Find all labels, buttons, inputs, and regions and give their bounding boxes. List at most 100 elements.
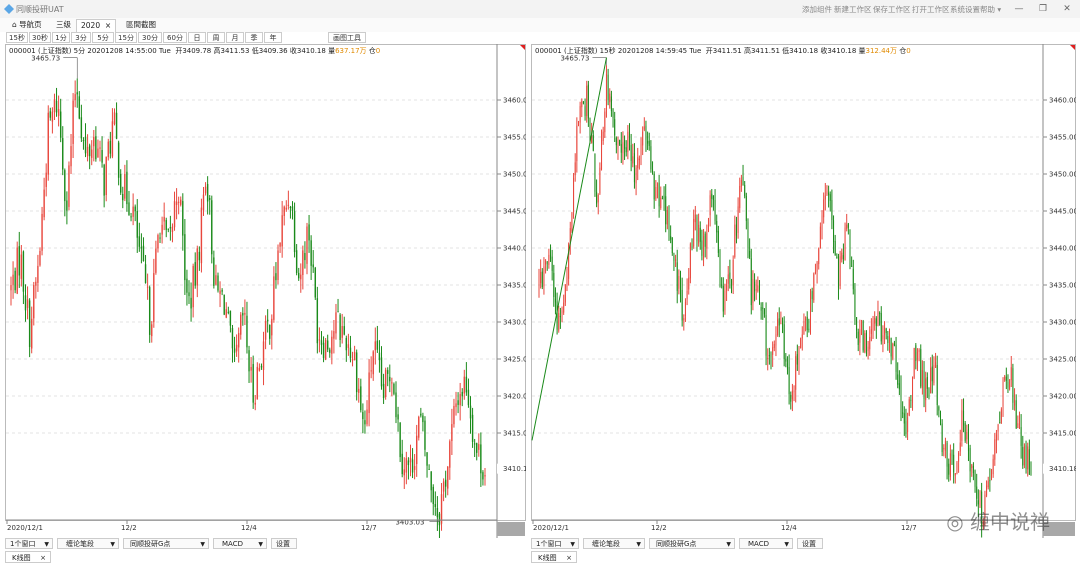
period-button-5[interactable]: 15分 [115, 32, 137, 43]
candle-body [138, 236, 141, 247]
candle-body [122, 193, 124, 201]
candle-body [74, 94, 76, 101]
period-button-2[interactable]: 1分 [52, 32, 70, 43]
close-window-icon[interactable]: ✕ [1063, 4, 1071, 14]
candle-body [963, 411, 965, 426]
menu-settings[interactable]: 系统设置 [950, 5, 980, 14]
menu-save-workspace[interactable]: 保存工作区 [873, 5, 911, 14]
period-button-8[interactable]: 日 [188, 32, 206, 43]
period-button-11[interactable]: 季 [245, 32, 263, 43]
menu-new-workspace[interactable]: 新建工作区 [834, 5, 872, 14]
candle-body [422, 415, 424, 423]
candle-body [846, 224, 848, 229]
right-candlestick-chart[interactable]: 3460.00 3455.00 3450.00 3445.00 3440.00 3435.… [531, 44, 1076, 538]
candle-body [844, 227, 846, 261]
period-button-7[interactable]: 60分 [163, 32, 187, 43]
price-tick-label: 3450.00 [1049, 171, 1076, 179]
menu-add-component[interactable]: 添加组件 [802, 5, 832, 14]
left-candlestick-chart[interactable]: 3460.00 3455.00 3450.00 3445.00 3440.00 3435.… [5, 44, 526, 538]
candle-body [115, 112, 118, 139]
left-indicator1-select[interactable]: 缠论笔段 ▼ [57, 538, 119, 549]
left-window-count-select[interactable]: 1个窗口 ▼ [5, 538, 53, 549]
tab-navigation[interactable]: ⌂ 导航页 [12, 20, 42, 29]
price-tick-label: 3455.00 [503, 134, 526, 142]
close-tab-icon[interactable]: × [40, 554, 46, 562]
minimize-icon[interactable]: — [1014, 4, 1024, 14]
left-settings-button[interactable]: 设置 [271, 538, 297, 549]
time-axis-label: 2020/12/1 [533, 524, 569, 532]
candle-body [227, 311, 230, 313]
menu-help[interactable]: 帮助 ▾ [980, 5, 1002, 14]
candle-body [847, 223, 849, 228]
period-button-9[interactable]: 周 [207, 32, 225, 43]
right-indicator1-select[interactable]: 缠论笔段 ▼ [583, 538, 645, 549]
candle-body [862, 321, 864, 351]
candle-body [279, 242, 281, 247]
price-tick-label: 3455.00 [1049, 134, 1076, 142]
candle-body [550, 254, 552, 259]
candle-body [785, 359, 787, 362]
candle-body [387, 370, 389, 374]
period-button-1[interactable]: 30秒 [29, 32, 51, 43]
candle-body [1020, 427, 1022, 446]
candle-body [546, 262, 548, 264]
period-button-10[interactable]: 月 [226, 32, 244, 43]
candle-body [745, 195, 747, 221]
candle-body [213, 257, 215, 286]
candle-body [78, 96, 81, 119]
candle-body [59, 111, 62, 138]
right-indicator3-select[interactable]: MACD ▼ [739, 538, 793, 549]
candle-body [66, 200, 68, 211]
candle-body [298, 272, 300, 279]
tab-2020[interactable]: 2020 × [76, 19, 117, 32]
candle-body [49, 111, 52, 118]
right-settings-button[interactable]: 设置 [797, 538, 823, 549]
candle-body [757, 285, 759, 292]
price-tag-bg [1043, 463, 1075, 474]
right-kline-tab[interactable]: K线图 × [531, 551, 577, 563]
candle-body [326, 340, 329, 350]
left-kline-tab[interactable]: K线图 × [5, 551, 51, 563]
tab-interval-screenshot[interactable]: 區間截图 [126, 20, 156, 29]
candle-body [742, 177, 744, 186]
candle-body [614, 119, 616, 136]
candle-body [767, 357, 769, 359]
candle-body [428, 468, 430, 470]
tab-level3[interactable]: 三级 [56, 20, 71, 29]
candle-body [737, 206, 739, 233]
menu-open-workspace[interactable]: 打开工作区 [912, 5, 950, 14]
candle-body [362, 412, 364, 420]
tab-close-icon[interactable]: × [104, 21, 112, 30]
candle-body [788, 367, 790, 395]
close-tab-icon[interactable]: × [566, 554, 572, 562]
period-button-6[interactable]: 30分 [138, 32, 162, 43]
period-button-4[interactable]: 5分 [92, 32, 114, 43]
candle-body [582, 101, 584, 104]
candle-body [484, 475, 486, 477]
candle-body [1017, 423, 1019, 429]
candle-body [30, 318, 33, 349]
candle-body [726, 284, 728, 291]
candle-body [453, 405, 455, 425]
candle-body [958, 452, 960, 462]
price-tick-label: 3420.00 [1049, 393, 1076, 401]
right-window-count-select[interactable]: 1个窗口 ▼ [531, 538, 579, 549]
candle-body [449, 441, 451, 468]
candle-body [810, 291, 812, 328]
left-indicator2-select[interactable]: 同顺投研G点 ▼ [123, 538, 209, 549]
left-indicator3-select[interactable]: MACD ▼ [213, 538, 267, 549]
candle-body [647, 140, 649, 144]
axis-corner-box [1043, 522, 1075, 536]
candle-body [976, 486, 978, 499]
period-button-12[interactable]: 年 [264, 32, 282, 43]
period-button-0[interactable]: 15秒 [6, 32, 28, 43]
period-button-3[interactable]: 3分 [71, 32, 91, 43]
candle-body [559, 316, 561, 318]
right-indicator2-select[interactable]: 同顺投研G点 ▼ [649, 538, 735, 549]
candle-body [378, 352, 381, 361]
candle-body [670, 235, 672, 240]
candle-body [540, 271, 542, 284]
restore-icon[interactable]: ❐ [1038, 4, 1048, 14]
draw-tools-button[interactable]: 画图工具 [328, 32, 366, 43]
candle-body [936, 365, 938, 406]
